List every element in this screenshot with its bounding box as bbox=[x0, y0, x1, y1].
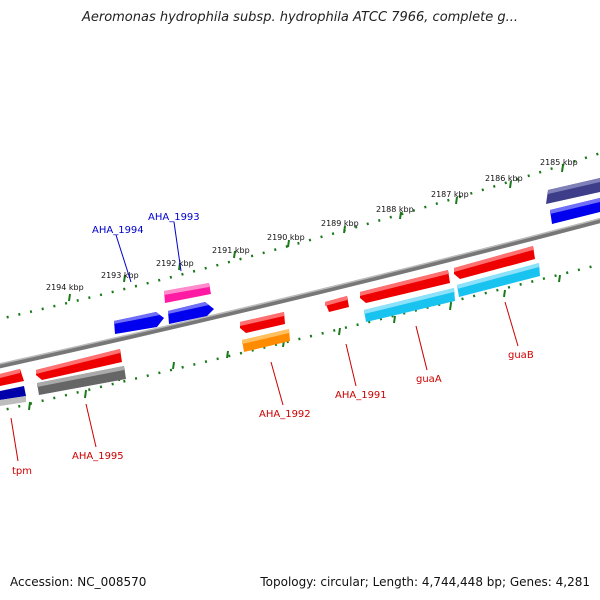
gene-label-aha1995: AHA_1995 bbox=[72, 451, 124, 462]
tick-label: 2191 kbp bbox=[212, 246, 250, 255]
gene-feature-cyan-guaB[interactable] bbox=[457, 263, 540, 297]
tick-label: 2187 kbp bbox=[431, 190, 469, 199]
gene-label-aha1992: AHA_1992 bbox=[259, 409, 311, 420]
genome-backbone-highlight bbox=[0, 217, 600, 365]
gene-label-guab: guaB bbox=[508, 350, 534, 361]
gene-label-aha1993: AHA_1993 bbox=[148, 212, 200, 223]
topology-text: Topology: circular; Length: 4,744,448 bp… bbox=[260, 575, 590, 589]
gene-feature-navy-tpm[interactable] bbox=[0, 386, 26, 406]
tick-label: 2189 kbp bbox=[321, 219, 359, 228]
gene-feature-red-guaB[interactable] bbox=[454, 246, 535, 279]
gene-label-aha1994: AHA_1994 bbox=[92, 225, 144, 236]
gene-feature-blue-2[interactable] bbox=[168, 302, 214, 324]
gene-label-aha1991: AHA_1991 bbox=[335, 390, 387, 401]
gene-feature-purple[interactable] bbox=[546, 178, 600, 204]
gene-feature-pink[interactable] bbox=[164, 283, 211, 303]
tick-label: 2192 kbp bbox=[156, 259, 194, 268]
genome-backbone bbox=[0, 218, 600, 369]
gene-feature-blue-1[interactable] bbox=[114, 312, 164, 334]
inner-tick-ruler bbox=[0, 263, 600, 413]
gene-feature-gray-1995[interactable] bbox=[37, 366, 126, 395]
tick-label: 2185 kbp bbox=[540, 158, 578, 167]
label-leaders-red bbox=[10, 301, 519, 462]
label-leaders-blue bbox=[115, 221, 182, 283]
gene-feature-red-1991[interactable] bbox=[325, 296, 349, 312]
map-title: Aeromonas hydrophila subsp. hydrophila A… bbox=[81, 10, 519, 25]
tick-label: 2186 kbp bbox=[485, 174, 523, 183]
tick-label: 2190 kbp bbox=[267, 233, 305, 242]
gene-feature-cyan-guaA[interactable] bbox=[364, 288, 455, 322]
gene-label-tpm: tpm bbox=[12, 466, 32, 477]
gene-label-guaa: guaA bbox=[416, 374, 442, 385]
gene-feature-red-1992[interactable] bbox=[240, 312, 285, 333]
tick-label: 2188 kbp bbox=[376, 205, 414, 214]
gene-feature-red-guaA[interactable] bbox=[360, 270, 450, 303]
outer-major-ticks bbox=[68, 164, 564, 302]
tick-label: 2193 kbp bbox=[101, 271, 139, 280]
gene-feature-red-1995[interactable] bbox=[36, 349, 122, 380]
gene-feature-orange[interactable] bbox=[242, 329, 290, 352]
gene-feature-red-tpm[interactable] bbox=[0, 369, 24, 386]
tick-label: 2194 kbp bbox=[46, 283, 84, 292]
gene-feature-blue-right[interactable] bbox=[550, 198, 600, 224]
accession-text: Accession: NC_008570 bbox=[10, 575, 147, 589]
